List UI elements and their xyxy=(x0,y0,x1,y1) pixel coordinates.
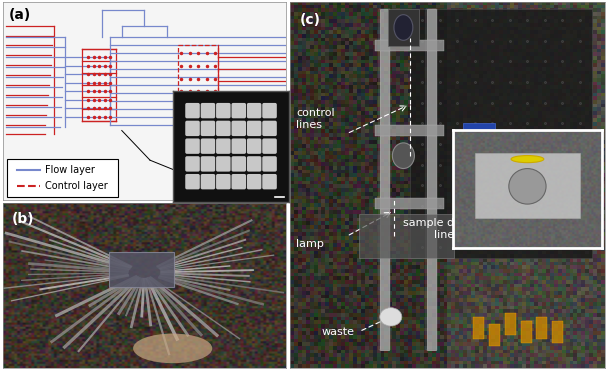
Text: (b): (b) xyxy=(12,212,34,226)
Text: (a): (a) xyxy=(9,8,31,22)
FancyBboxPatch shape xyxy=(216,138,230,154)
FancyBboxPatch shape xyxy=(262,138,277,154)
FancyBboxPatch shape xyxy=(216,174,230,189)
Ellipse shape xyxy=(133,334,212,363)
FancyBboxPatch shape xyxy=(185,156,200,172)
FancyBboxPatch shape xyxy=(185,103,200,118)
FancyBboxPatch shape xyxy=(201,156,215,172)
Bar xyxy=(489,324,500,346)
FancyBboxPatch shape xyxy=(185,138,200,154)
Bar xyxy=(379,9,390,350)
Bar xyxy=(375,125,444,135)
FancyBboxPatch shape xyxy=(247,121,261,136)
FancyBboxPatch shape xyxy=(232,156,246,172)
FancyBboxPatch shape xyxy=(216,156,230,172)
FancyBboxPatch shape xyxy=(201,121,215,136)
Bar xyxy=(375,198,444,209)
Ellipse shape xyxy=(394,15,413,40)
Bar xyxy=(426,9,437,350)
FancyBboxPatch shape xyxy=(247,103,261,118)
Bar xyxy=(475,153,579,218)
Text: sample delivery
lines: sample delivery lines xyxy=(403,218,492,240)
Ellipse shape xyxy=(392,143,415,168)
Text: Control layer: Control layer xyxy=(46,181,108,191)
FancyBboxPatch shape xyxy=(201,103,215,118)
Bar xyxy=(427,9,437,350)
FancyBboxPatch shape xyxy=(201,174,215,189)
FancyBboxPatch shape xyxy=(232,103,246,118)
Bar xyxy=(536,317,547,339)
FancyBboxPatch shape xyxy=(201,138,215,154)
FancyBboxPatch shape xyxy=(216,103,230,118)
FancyBboxPatch shape xyxy=(247,156,261,172)
Bar xyxy=(552,320,563,343)
Ellipse shape xyxy=(509,169,546,204)
FancyBboxPatch shape xyxy=(216,121,230,136)
Bar xyxy=(375,40,444,51)
Bar xyxy=(463,123,495,148)
Ellipse shape xyxy=(380,308,402,326)
FancyBboxPatch shape xyxy=(262,121,277,136)
Bar xyxy=(520,320,531,343)
Text: control
lines: control lines xyxy=(296,108,335,130)
Bar xyxy=(410,9,592,258)
Ellipse shape xyxy=(511,155,544,163)
Bar xyxy=(505,313,516,335)
Text: Flow layer: Flow layer xyxy=(46,165,95,175)
FancyBboxPatch shape xyxy=(262,103,277,118)
Bar xyxy=(388,9,419,46)
FancyBboxPatch shape xyxy=(232,121,246,136)
Text: lamp: lamp xyxy=(296,239,324,249)
FancyBboxPatch shape xyxy=(262,156,277,172)
Text: waste: waste xyxy=(322,326,354,337)
Bar xyxy=(473,317,485,339)
Bar xyxy=(359,214,454,258)
FancyBboxPatch shape xyxy=(185,121,200,136)
FancyBboxPatch shape xyxy=(232,138,246,154)
FancyBboxPatch shape xyxy=(247,138,261,154)
Bar xyxy=(380,9,389,350)
FancyBboxPatch shape xyxy=(7,159,117,197)
FancyBboxPatch shape xyxy=(185,174,200,189)
FancyBboxPatch shape xyxy=(262,174,277,189)
Text: (c): (c) xyxy=(300,13,320,27)
FancyBboxPatch shape xyxy=(232,174,246,189)
FancyBboxPatch shape xyxy=(109,252,174,287)
FancyBboxPatch shape xyxy=(247,174,261,189)
